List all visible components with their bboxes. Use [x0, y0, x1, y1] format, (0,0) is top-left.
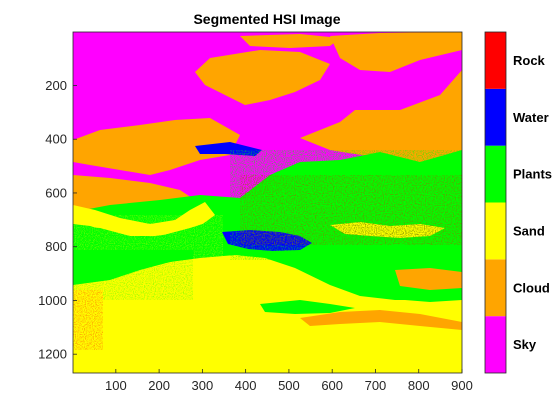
region-cloud-strip — [300, 310, 462, 330]
x-tick-label: 600 — [321, 378, 343, 393]
region-plants-right — [400, 288, 462, 302]
x-tick-label: 500 — [278, 378, 300, 393]
region-cloud-upper — [195, 50, 330, 105]
x-tick-label: 800 — [408, 378, 430, 393]
colorbar-label-rock: Rock — [513, 53, 546, 68]
colorbar-segment-sky — [485, 316, 506, 373]
segmented-image — [73, 32, 462, 373]
colorbar-segment-water — [485, 88, 506, 146]
speckle-rock — [240, 175, 462, 245]
colorbar-label-water: Water — [513, 110, 549, 125]
colorbar-label-plants: Plants — [513, 167, 552, 182]
x-tick-label: 400 — [235, 378, 257, 393]
plot-frame — [72, 31, 463, 374]
region-cloud-left — [73, 118, 240, 175]
region-plants-strip — [260, 300, 355, 314]
x-tick-label: 200 — [148, 378, 170, 393]
y-tick-label: 200 — [45, 78, 67, 93]
colorbar-label-sand: Sand — [513, 223, 545, 238]
colorbar-segment-cloud — [485, 259, 506, 317]
x-tick-label: 300 — [192, 378, 214, 393]
region-cloud-lower — [395, 268, 462, 290]
colorbar-label-sky: Sky — [513, 337, 537, 352]
x-tick-label: 100 — [105, 378, 127, 393]
x-tick-label: 700 — [365, 378, 387, 393]
region-cloud-right — [300, 32, 462, 175]
colorbar-label-cloud: Cloud — [513, 280, 550, 295]
y-axis: 200 400 600 800 1000 1200 — [38, 78, 77, 362]
colorbar-frame — [484, 31, 507, 374]
x-tick-label: 900 — [451, 378, 473, 393]
colorbar: Sky Cloud Sand Plants Water Rock — [484, 31, 552, 374]
colorbar-segment-plants — [485, 145, 506, 203]
speckle-rock-left — [73, 290, 103, 350]
region-cloud-top — [240, 34, 340, 48]
x-axis: 100 200 300 400 500 600 700 800 900 — [105, 369, 473, 393]
y-tick-label: 600 — [45, 185, 67, 200]
y-tick-label: 400 — [45, 132, 67, 147]
region-cloud-top-right — [330, 32, 462, 72]
colorbar-segment-rock — [485, 32, 506, 89]
y-tick-label: 1200 — [38, 347, 67, 362]
chart-title: Segmented HSI Image — [193, 11, 340, 27]
y-tick-label: 1000 — [38, 293, 67, 308]
colorbar-segment-sand — [485, 202, 506, 260]
y-tick-label: 800 — [45, 239, 67, 254]
